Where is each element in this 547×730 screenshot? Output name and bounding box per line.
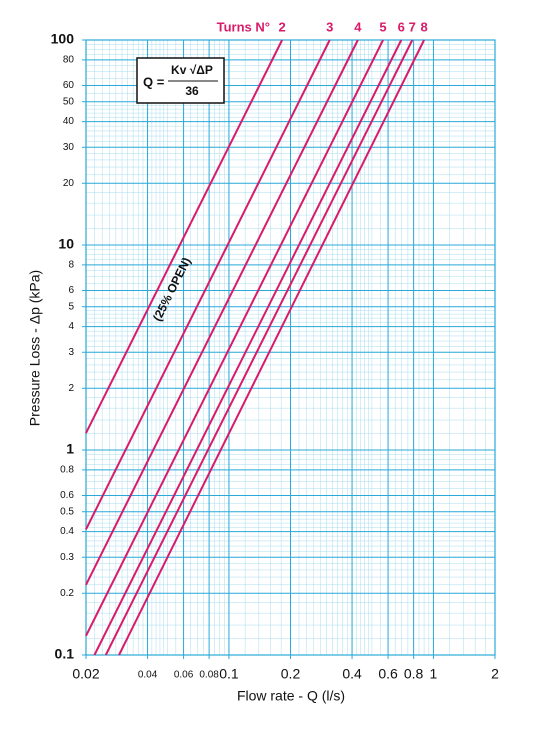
formula-lhs: Q = xyxy=(143,74,165,89)
y-tick-label: 8 xyxy=(68,260,74,271)
y-tick-label: 0.2 xyxy=(60,588,74,599)
x-tick-label: 0.6 xyxy=(378,666,398,682)
y-tick-label: 0.5 xyxy=(60,506,74,517)
legend-label: 8 xyxy=(420,19,427,34)
y-tick-label: 1 xyxy=(66,441,74,457)
x-tick-label: 0.8 xyxy=(404,666,424,682)
y-tick-label: 0.3 xyxy=(60,552,74,563)
y-tick-label: 30 xyxy=(63,142,75,153)
legend-label: 4 xyxy=(354,19,362,34)
y-tick-label: 0.6 xyxy=(60,490,74,501)
x-tick-label: 1 xyxy=(430,666,438,682)
y-tick-label: 80 xyxy=(63,55,75,66)
x-tick-label: 0.4 xyxy=(342,666,362,682)
series-line xyxy=(104,39,414,656)
legend-label: 6 xyxy=(398,19,405,34)
y-tick-label: 20 xyxy=(63,178,75,189)
x-tick-label: 0.02 xyxy=(72,666,99,682)
y-axis-label: Pressure Loss - Δp (kPa) xyxy=(27,270,43,426)
y-tick-label: 100 xyxy=(51,31,75,47)
grid xyxy=(82,39,496,659)
y-tick-label: 4 xyxy=(68,321,74,332)
y-tick-label: 60 xyxy=(63,80,75,91)
y-tick-label: 3 xyxy=(68,347,74,358)
legend-label: 3 xyxy=(326,19,333,34)
legend-title: Turns N° xyxy=(217,19,270,34)
x-tick-label: 0.08 xyxy=(199,670,219,681)
x-tick-label: 0.06 xyxy=(174,670,194,681)
series-line xyxy=(85,39,359,586)
formula-denominator: 36 xyxy=(185,84,199,98)
y-tick-label: 50 xyxy=(63,96,75,107)
plot-frame xyxy=(85,39,496,656)
y-tick-label: 2 xyxy=(68,383,74,394)
legend-label: 2 xyxy=(279,19,286,34)
formula-numerator: Kv √ΔP xyxy=(171,63,213,77)
series-line xyxy=(85,39,384,637)
y-tick-label: 6 xyxy=(68,285,74,296)
legend-label: 5 xyxy=(379,19,386,34)
y-tick-label: 0.1 xyxy=(55,646,75,662)
y-tick-label: 10 xyxy=(58,236,74,252)
y-tick-label: 40 xyxy=(63,116,75,127)
lines xyxy=(85,39,425,656)
series-line xyxy=(85,39,331,530)
formula-box: Q = Kv √ΔP 36 xyxy=(136,57,225,104)
series-line xyxy=(85,39,284,434)
legend-label: 7 xyxy=(409,19,416,34)
x-tick-label: 2 xyxy=(491,666,499,682)
x-axis-label: Flow rate - Q (l/s) xyxy=(237,688,345,704)
y-tick-label: 0.4 xyxy=(60,526,74,537)
series-line xyxy=(93,39,403,656)
x-tick-label: 0.04 xyxy=(138,670,158,681)
x-tick-label: 0.2 xyxy=(281,666,301,682)
series-line xyxy=(118,39,425,656)
y-tick-label: 5 xyxy=(68,301,74,312)
x-tick-label: 0.1 xyxy=(219,666,239,682)
y-tick-label: 0.8 xyxy=(60,465,74,476)
